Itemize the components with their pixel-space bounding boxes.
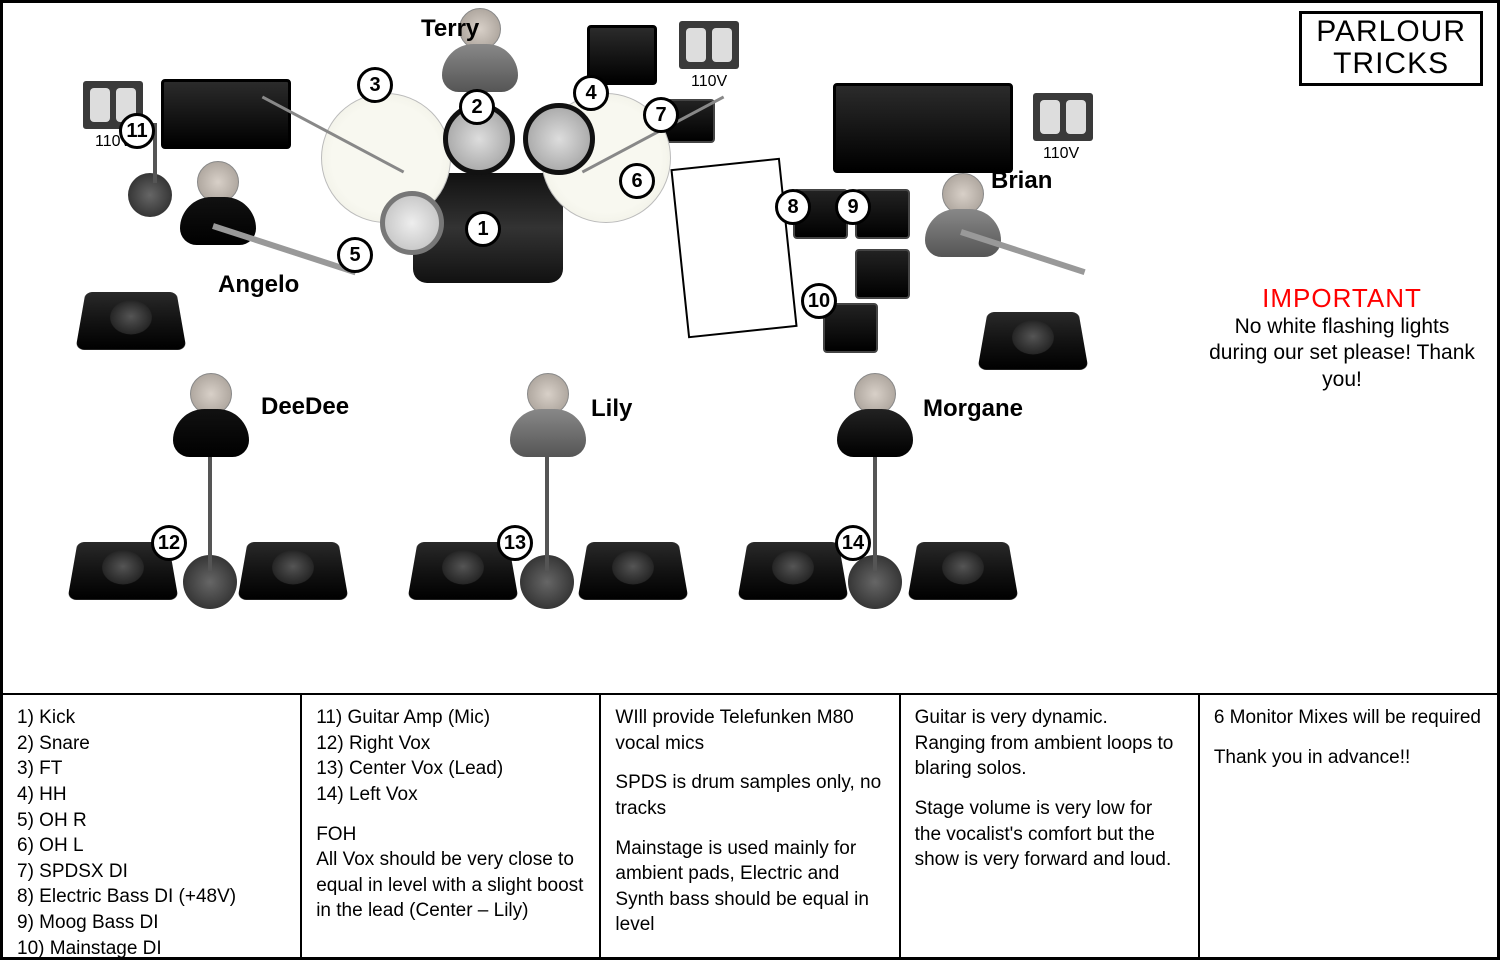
rack-tom-2: [523, 103, 595, 175]
foh-note: All Vox should be very close to equal in…: [316, 847, 585, 924]
monitor-brian: [977, 312, 1088, 370]
input-line: 1) Kick: [17, 705, 286, 731]
input-line: 5) OH R: [17, 808, 286, 834]
input-line: 3) FT: [17, 756, 286, 782]
label-morgane: Morgane: [923, 395, 1023, 423]
power-outlet-right: [1033, 93, 1093, 141]
label-lily: Lily: [591, 395, 632, 423]
marker-8: 8: [775, 189, 811, 225]
person-morgane: [835, 373, 915, 473]
marker-14: 14: [835, 525, 871, 561]
label-brian: Brian: [991, 167, 1052, 195]
notes-col-mid: WIll provide Telefunken M80 vocal mics S…: [601, 695, 900, 957]
marker-5: 5: [337, 237, 373, 273]
stage-plot-page: PARLOUR TRICKS IMPORTANT No white flashi…: [0, 0, 1500, 960]
snare-drum: [380, 191, 444, 255]
volt-label-right: 110V: [1043, 145, 1079, 163]
label-deedee: DeeDee: [261, 393, 349, 421]
input-line: 7) SPDSX DI: [17, 859, 286, 885]
important-note: IMPORTANT No white flashing lights durin…: [1207, 283, 1477, 393]
logo-line2: TRICKS: [1316, 48, 1466, 80]
person-angelo: [178, 161, 258, 261]
power-outlet-center: [679, 21, 739, 69]
marker-1: 1: [465, 211, 501, 247]
label-terry: Terry: [421, 15, 479, 43]
monitor-note-1: 6 Monitor Mixes will be required: [1214, 705, 1483, 731]
marker-7: 7: [643, 97, 679, 133]
volt-label-center: 110V: [691, 73, 727, 91]
monitor-angelo: [75, 292, 186, 350]
body-icon: [837, 409, 913, 457]
marker-10: 10: [801, 283, 837, 319]
stage-area: PARLOUR TRICKS IMPORTANT No white flashi…: [3, 3, 1497, 693]
input-line: 13) Center Vox (Lead): [316, 756, 585, 782]
marker-3: 3: [357, 67, 393, 103]
input-line: 9) Moog Bass DI: [17, 910, 286, 936]
input-line: 12) Right Vox: [316, 731, 585, 757]
body-icon: [442, 44, 518, 92]
important-text: No white flashing lights during our set …: [1207, 314, 1477, 393]
marker-13: 13: [497, 525, 533, 561]
band-logo: PARLOUR TRICKS: [1299, 11, 1483, 86]
marker-2: 2: [459, 89, 495, 125]
person-deedee: [171, 373, 251, 473]
input-line: 14) Left Vox: [316, 782, 585, 808]
mic-base-angelo: [128, 173, 172, 217]
notes-col-inputs-a: 1) Kick2) Snare3) FT4) HH5) OH R6) OH L7…: [3, 695, 302, 957]
monitor-morgane-r: [907, 542, 1018, 600]
label-angelo: Angelo: [218, 271, 299, 299]
bass-amp: [833, 83, 1013, 173]
body-icon: [173, 409, 249, 457]
guitar-note-2: Stage volume is very low for the vocalis…: [915, 796, 1184, 873]
input-list-b: 11) Guitar Amp (Mic)12) Right Vox13) Cen…: [316, 705, 585, 808]
input-line: 4) HH: [17, 782, 286, 808]
guitar-note-1: Guitar is very dynamic. Ranging from amb…: [915, 705, 1184, 782]
input-line: 11) Guitar Amp (Mic): [316, 705, 585, 731]
notes-col-monitor: 6 Monitor Mixes will be required Thank y…: [1200, 695, 1497, 957]
input-line: 6) OH L: [17, 833, 286, 859]
monitor-note-2: Thank you in advance!!: [1214, 745, 1483, 771]
marker-12: 12: [151, 525, 187, 561]
mid-note-3: Mainstage is used mainly for ambient pad…: [615, 836, 884, 939]
important-title: IMPORTANT: [1207, 283, 1477, 314]
monitor-lily-r: [577, 542, 688, 600]
keyboard-rig: [670, 158, 797, 339]
mid-note-1: WIll provide Telefunken M80 vocal mics: [615, 705, 884, 756]
marker-6: 6: [619, 163, 655, 199]
marker-4: 4: [573, 75, 609, 111]
input-line: 8) Electric Bass DI (+48V): [17, 884, 286, 910]
marker-9: 9: [835, 189, 871, 225]
notes-col-inputs-b: 11) Guitar Amp (Mic)12) Right Vox13) Cen…: [302, 695, 601, 957]
guitar-amp: [161, 79, 291, 149]
input-line: 2) Snare: [17, 731, 286, 757]
person-lily: [508, 373, 588, 473]
monitor-morgane-l: [737, 542, 848, 600]
body-icon: [510, 409, 586, 457]
notes-grid: 1) Kick2) Snare3) FT4) HH5) OH R6) OH L7…: [3, 693, 1497, 957]
notes-col-guitar: Guitar is very dynamic. Ranging from amb…: [901, 695, 1200, 957]
logo-line1: PARLOUR: [1316, 16, 1466, 48]
mid-note-2: SPDS is drum samples only, no tracks: [615, 770, 884, 821]
foh-heading: FOH: [316, 822, 585, 848]
input-line: 10) Mainstage DI: [17, 936, 286, 957]
di-box-10a: [855, 249, 910, 299]
monitor-deedee-r: [237, 542, 348, 600]
marker-11: 11: [119, 113, 155, 149]
